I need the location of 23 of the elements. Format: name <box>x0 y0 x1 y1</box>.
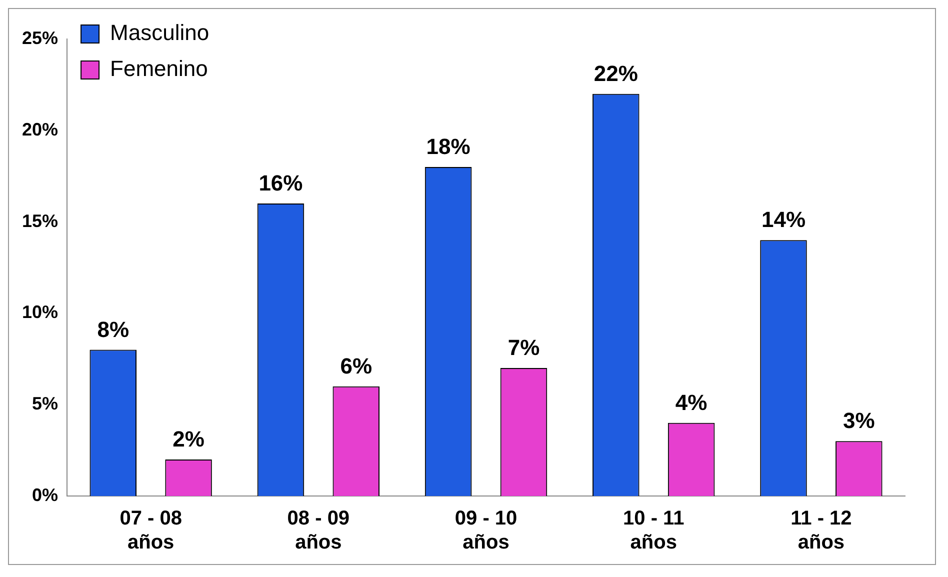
y-tick-label: 5% <box>32 394 58 414</box>
y-tick-label: 25% <box>22 28 58 48</box>
data-label: 8% <box>97 316 130 342</box>
data-label: 6% <box>340 353 372 378</box>
legend-label: Masculino <box>110 20 210 46</box>
y-tick-label: 0% <box>32 484 58 505</box>
data-label: 14% <box>761 207 806 232</box>
x-tick-label: 09 - 10 años <box>454 508 518 554</box>
y-tick-label: 10% <box>22 302 58 322</box>
data-label: 22% <box>594 60 638 86</box>
x-tick-label: 08 - 09 años <box>287 508 350 554</box>
x-tick-label: 11 - 12 años <box>790 508 852 554</box>
data-label: 2% <box>172 426 204 452</box>
data-label: 7% <box>508 335 540 360</box>
legend-label: Femenino <box>110 56 208 82</box>
y-tick-label: 20% <box>22 119 58 140</box>
data-label: 3% <box>843 408 875 434</box>
y-tick-label: 15% <box>22 210 58 231</box>
data-label: 4% <box>675 390 708 415</box>
data-label: 16% <box>258 170 303 196</box>
x-tick-label: 07 - 08 años <box>120 508 182 554</box>
x-tick-label: 10 - 11 años <box>623 508 684 554</box>
data-label: 18% <box>426 134 470 160</box>
